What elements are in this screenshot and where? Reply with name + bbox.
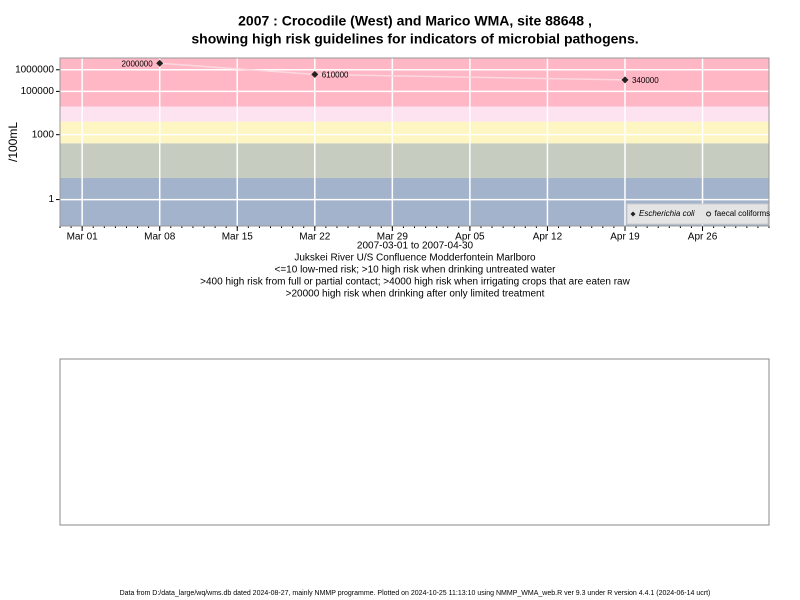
note: <=10 low-med risk; >10 high risk when dr… [275, 265, 557, 276]
legend-marker [630, 211, 636, 217]
risk-band [60, 121, 769, 144]
y-tick-label: 1000000 [15, 64, 54, 75]
x-tick-label: Mar 29 [377, 232, 409, 243]
y-axis-label: /100mL [6, 122, 20, 162]
x-tick-label: Mar 15 [222, 232, 254, 243]
chart-title: 2007 : Crocodile (West) and Marico WMA, … [238, 13, 592, 29]
x-tick-label: Apr 19 [610, 232, 640, 243]
x-tick-label: Apr 05 [455, 232, 485, 243]
legend-label: Escherichia coli [639, 209, 695, 218]
x-tick-label: Mar 01 [67, 232, 99, 243]
y-tick-label: 1000 [32, 129, 55, 140]
y-tick-label: 1 [48, 194, 54, 205]
y-tick-label: 100000 [21, 86, 55, 97]
legend-label: faecal coliforms [715, 209, 771, 218]
data-label: 610000 [322, 71, 349, 80]
note: >400 high risk from full or partial cont… [200, 277, 630, 288]
empty-panel [59, 358, 770, 526]
risk-band [60, 106, 769, 122]
legend-marker [706, 211, 712, 217]
data-point [156, 59, 164, 67]
x-tick-label: Apr 12 [533, 232, 563, 243]
risk-band [60, 58, 769, 107]
x-axis-label: 2007-03-01 to 2007-04-30 [357, 241, 474, 252]
x-tick-label: Apr 26 [688, 232, 718, 243]
data-point [621, 76, 629, 84]
note: Jukskei River U/S Confluence Modderfonte… [294, 253, 536, 264]
data-label: 340000 [632, 76, 659, 85]
x-tick-label: Mar 22 [299, 232, 331, 243]
note: >20000 high risk when drinking after onl… [286, 289, 545, 300]
data-point [311, 70, 319, 78]
legend-box [626, 203, 769, 225]
chart-subtitle: showing high risk guidelines for indicat… [191, 31, 638, 47]
footer: Data from D:/data_large/wq/wms.db dated … [120, 590, 711, 597]
risk-band [60, 143, 769, 178]
x-tick-label: Mar 08 [144, 232, 176, 243]
data-label: 2000000 [122, 59, 154, 68]
plot-frame [59, 57, 770, 227]
